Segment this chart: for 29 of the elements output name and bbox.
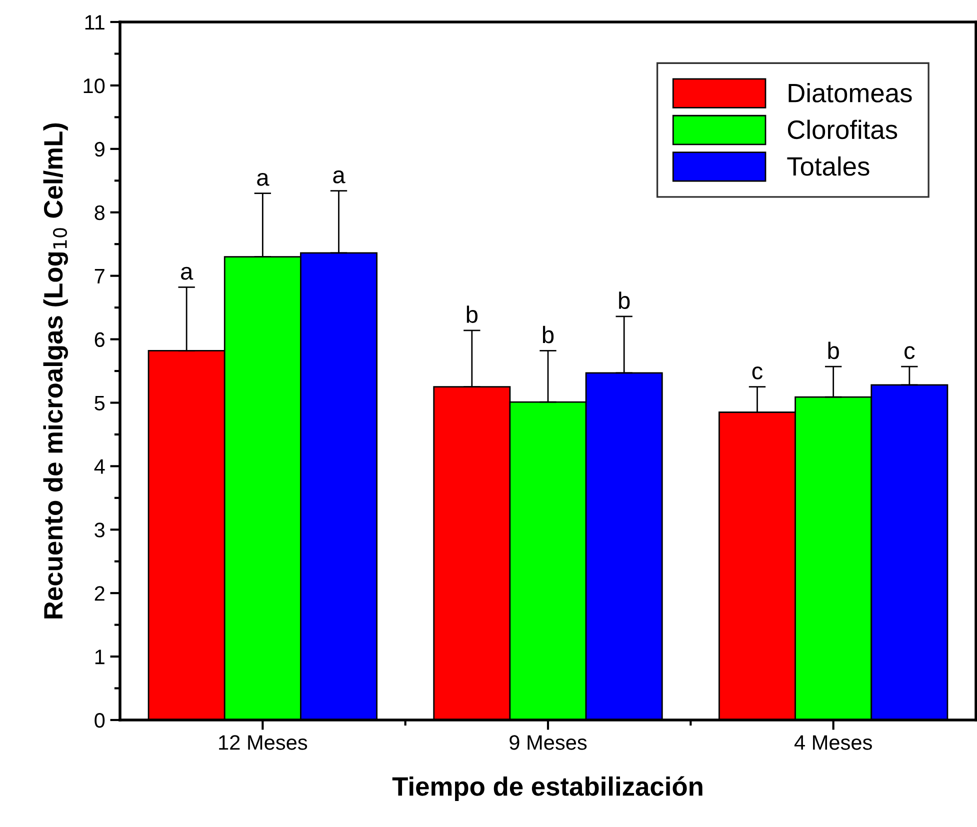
y-tick-label: 10 (84, 78, 105, 94)
x-tick-label: 12 Meses (219, 735, 308, 750)
y-tick-label: 6 (94, 332, 104, 348)
y-tick-label: 3 (94, 522, 104, 538)
y-tick-label: 2 (94, 586, 104, 601)
y-tick-label: 4 (94, 459, 105, 474)
data-label: a (257, 172, 270, 186)
legend-label: Totales (787, 156, 870, 176)
y-tick-label: 9 (94, 142, 104, 157)
y-tick-label: 7 (94, 269, 104, 284)
legend-label: Clorofitas (788, 120, 898, 140)
x-tick-label: 4 Meses (794, 735, 872, 750)
data-label: b (542, 326, 554, 344)
y-tick-label: 0 (94, 713, 105, 728)
x-tick-label: 9 Meses (510, 735, 587, 750)
data-label: b (619, 292, 630, 309)
data-label: c (752, 366, 763, 380)
y-tick-label: 11 (85, 15, 104, 30)
data-label: a (181, 266, 194, 280)
data-label: c (904, 346, 915, 360)
legend-label: Diatomeas (788, 83, 912, 102)
y-tick-label: 8 (94, 205, 105, 220)
y-axis-title: Recuento de microalgas (Log$_{10}$ Cel/mL) (43, 123, 68, 618)
data-label: b (828, 342, 839, 360)
y-tick-label: 5 (94, 396, 105, 410)
data-label: b (466, 306, 478, 323)
data-label: a (333, 170, 346, 184)
x-axis-title: Tiempo de estabilización (392, 776, 702, 802)
y-tick-label: 1 (95, 650, 104, 664)
